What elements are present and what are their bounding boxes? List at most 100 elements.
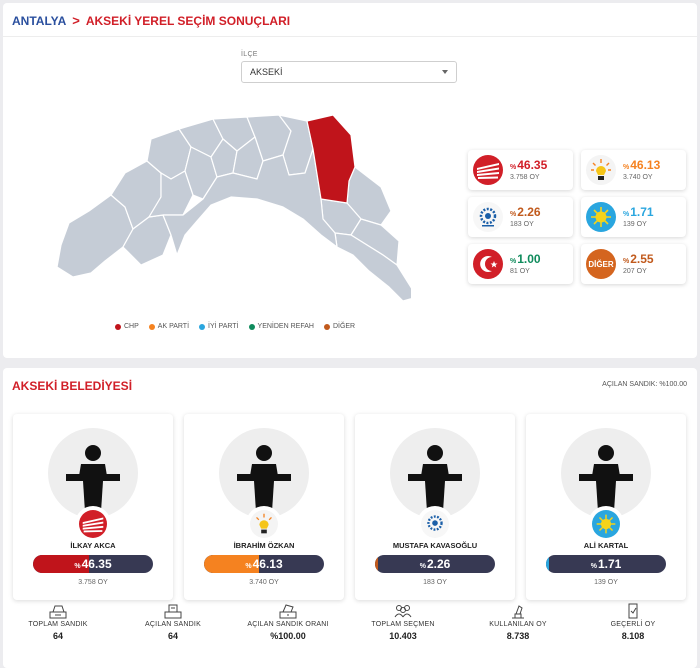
- province-map[interactable]: [51, 115, 411, 305]
- ballot-percent-icon: [279, 604, 297, 619]
- percent-bar-fill: [375, 555, 378, 573]
- candidate-percent: 1.71: [597, 557, 622, 571]
- chp-logo-icon: [77, 508, 109, 540]
- candidate-percent-bar: %46.35: [33, 555, 153, 573]
- candidate-silhouette-icon: [237, 445, 291, 512]
- result-votes: 3.740 OY: [623, 174, 653, 181]
- candidate-avatar: [561, 428, 651, 518]
- legend-item-diger[interactable]: DİĞER: [323, 323, 355, 330]
- map-district[interactable]: [56, 194, 134, 278]
- opened-ballot-text: AÇILAN SANDIK: %100.00: [602, 381, 687, 388]
- breadcrumb-province-link[interactable]: ANTALYA: [12, 13, 67, 28]
- iyi-logo-icon: [586, 202, 616, 232]
- stat-valid-votes: GEÇERLİ OY 8.108: [578, 603, 688, 641]
- legend-item-iyi[interactable]: İYİ PARTİ: [199, 323, 239, 330]
- party-logo-icon: [419, 508, 451, 540]
- result-votes: 81 OY: [510, 268, 530, 275]
- candidate-percent-bar: %46.13: [204, 555, 324, 573]
- party-result-card[interactable]: %1.71 139 OY: [581, 197, 686, 237]
- map-district-akseki[interactable]: [306, 115, 356, 204]
- section-title: AKSEKİ BELEDİYESİ: [12, 379, 133, 393]
- municipality-panel: AKSEKİ BELEDİYESİ AÇILAN SANDIK: %100.00…: [3, 368, 697, 668]
- candidate-percent: 46.13: [252, 557, 283, 571]
- vote-cast-icon: [512, 605, 524, 619]
- akp-logo-icon: [248, 508, 280, 540]
- stat-votes-cast: KULLANILAN OY 8.738: [463, 603, 573, 641]
- district-select[interactable]: AKSEKİ: [241, 61, 457, 83]
- valid-vote-icon: [628, 603, 638, 619]
- result-percent: 2.26: [517, 205, 541, 219]
- party-result-card[interactable]: %1.00 81 OY: [468, 244, 573, 284]
- candidate-name: MUSTAFA KAVASOĞLU: [392, 541, 478, 550]
- akp-logo-icon: [586, 155, 616, 185]
- result-percent: 2.55: [630, 252, 654, 266]
- stat-value: 64: [167, 631, 178, 641]
- map-legend: CHP AK PARTİ İYİ PARTİ YENİDEN REFAH DİĞ…: [115, 323, 355, 330]
- chp-logo-icon: [473, 155, 503, 185]
- district-results-panel: ANTALYA > AKSEKİ YEREL SEÇİM SONUÇLARI İ…: [3, 3, 697, 358]
- result-votes: 207 OY: [623, 268, 647, 275]
- dot-icon: [148, 323, 155, 330]
- candidate-votes: 183 OY: [423, 579, 447, 586]
- dot-icon: [199, 323, 206, 330]
- stat-value: 8.738: [506, 631, 530, 641]
- percent-bar-fill: [33, 555, 89, 573]
- candidate-votes: 3.758 OY: [78, 579, 108, 586]
- candidate-votes: 139 OY: [594, 579, 618, 586]
- candidate-name: İLKAY AKCA: [70, 541, 116, 550]
- candidate-avatar: [219, 428, 309, 518]
- page-title: AKSEKİ YEREL SEÇİM SONUÇLARI: [85, 13, 291, 28]
- result-votes: 3.758 OY: [510, 174, 540, 181]
- candidate-card[interactable]: ALİ KARTAL %1.71 139 OY: [526, 414, 686, 600]
- candidate-avatar: [390, 428, 480, 518]
- party-logo-icon: [473, 202, 503, 232]
- stat-value: %100.00: [270, 631, 306, 641]
- dot-icon: [248, 323, 255, 330]
- stat-opened-ballot-ratio: AÇILAN SANDIK ORANI %100.00: [233, 603, 343, 641]
- stat-total-ballot-box: TOPLAM SANDIK 64: [3, 603, 113, 641]
- map-district[interactable]: [162, 148, 338, 256]
- candidate-card[interactable]: İLKAY AKCA %46.35 3.758 OY: [13, 414, 173, 600]
- candidate-card[interactable]: İBRAHİM ÖZKAN %46.13 3.740 OY: [184, 414, 344, 600]
- stat-value: 64: [52, 631, 63, 641]
- candidate-silhouette-icon: [66, 445, 120, 512]
- party-result-card[interactable]: %46.35 3.758 OY: [468, 150, 573, 190]
- district-select-label: İLÇE: [241, 51, 258, 58]
- candidate-silhouette-icon: [579, 445, 633, 512]
- result-percent: 46.13: [630, 158, 661, 172]
- diger-logo-icon: DİĞER: [586, 249, 616, 279]
- stat-value: 10.403: [389, 631, 417, 641]
- result-percent: 1.71: [630, 205, 654, 219]
- party-result-card[interactable]: %2.26 183 OY: [468, 197, 573, 237]
- candidate-name: İBRAHİM ÖZKAN: [233, 541, 295, 550]
- candidate-votes: 3.740 OY: [249, 579, 279, 586]
- candidate-name: ALİ KARTAL: [583, 541, 629, 550]
- chevron-down-icon: [442, 70, 448, 74]
- result-percent: 1.00: [517, 252, 541, 266]
- iyi-logo-icon: [590, 508, 622, 540]
- chevron-right-icon: >: [72, 13, 80, 28]
- legend-item-yrp[interactable]: YENİDEN REFAH: [248, 323, 314, 330]
- stat-opened-ballot-box: AÇILAN SANDIK 64: [118, 603, 228, 641]
- percent-bar-fill: [546, 555, 549, 573]
- divider: [3, 36, 697, 37]
- party-result-card[interactable]: DİĞER %2.55 207 OY: [581, 244, 686, 284]
- candidate-percent-bar: %2.26: [375, 555, 495, 573]
- percent-bar-fill: [204, 555, 259, 573]
- voters-icon: [394, 605, 412, 618]
- result-votes: 183 OY: [510, 221, 534, 228]
- legend-item-akp[interactable]: AK PARTİ: [148, 323, 189, 330]
- ballot-box-icon: [49, 605, 67, 619]
- candidate-percent-bar: %1.71: [546, 555, 666, 573]
- yrp-logo-icon: [473, 249, 503, 279]
- legend-item-chp[interactable]: CHP: [115, 323, 139, 330]
- breadcrumb: ANTALYA > AKSEKİ YEREL SEÇİM SONUÇLARI: [12, 13, 290, 28]
- candidate-avatar: [48, 428, 138, 518]
- district-select-value: AKSEKİ: [250, 67, 283, 77]
- party-result-card[interactable]: %46.13 3.740 OY: [581, 150, 686, 190]
- result-percent: 46.35: [517, 158, 548, 172]
- stat-value: 8.108: [621, 631, 645, 641]
- candidate-card[interactable]: MUSTAFA KAVASOĞLU %2.26 183 OY: [355, 414, 515, 600]
- stat-total-voters: TOPLAM SEÇMEN 10.403: [348, 603, 458, 641]
- candidate-silhouette-icon: [408, 445, 462, 512]
